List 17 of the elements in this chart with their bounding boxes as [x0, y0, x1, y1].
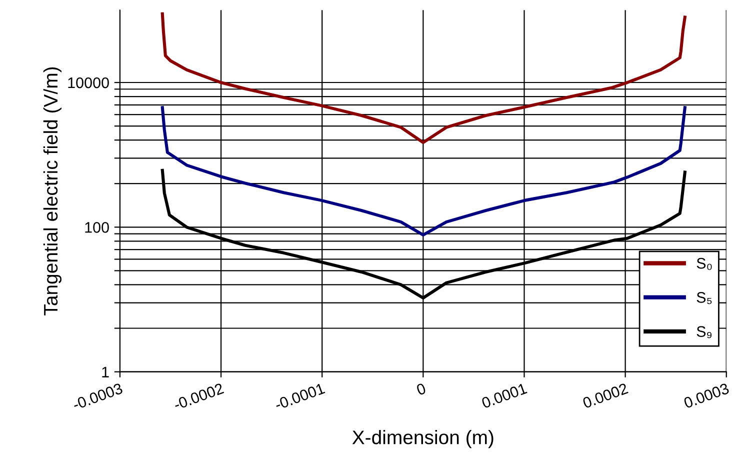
legend-label: S₀	[696, 258, 712, 270]
y-axis-title: Tangential electric field (V/m)	[43, 67, 62, 316]
x-tick-label: -0.0001	[274, 382, 326, 410]
line-series	[160, 106, 686, 236]
x-tick-label: -0.0002	[173, 382, 224, 410]
x-tick-label: 0.0001	[481, 382, 528, 409]
y-tick-label: 1	[102, 366, 109, 378]
legend-label: S₅	[696, 292, 712, 304]
legend-label: S₉	[696, 326, 712, 338]
y-tick-label: 10000	[68, 77, 109, 88]
y-tick-label: 100	[85, 222, 109, 233]
x-tick-label: 0.0002	[582, 382, 628, 409]
line-series	[160, 12, 686, 144]
x-tick-label: 0.0003	[683, 382, 730, 409]
x-axis-title: X-dimension (m)	[352, 430, 494, 448]
x-tick-label: -0.0003	[72, 382, 124, 410]
x-tick-label: 0	[416, 382, 426, 396]
